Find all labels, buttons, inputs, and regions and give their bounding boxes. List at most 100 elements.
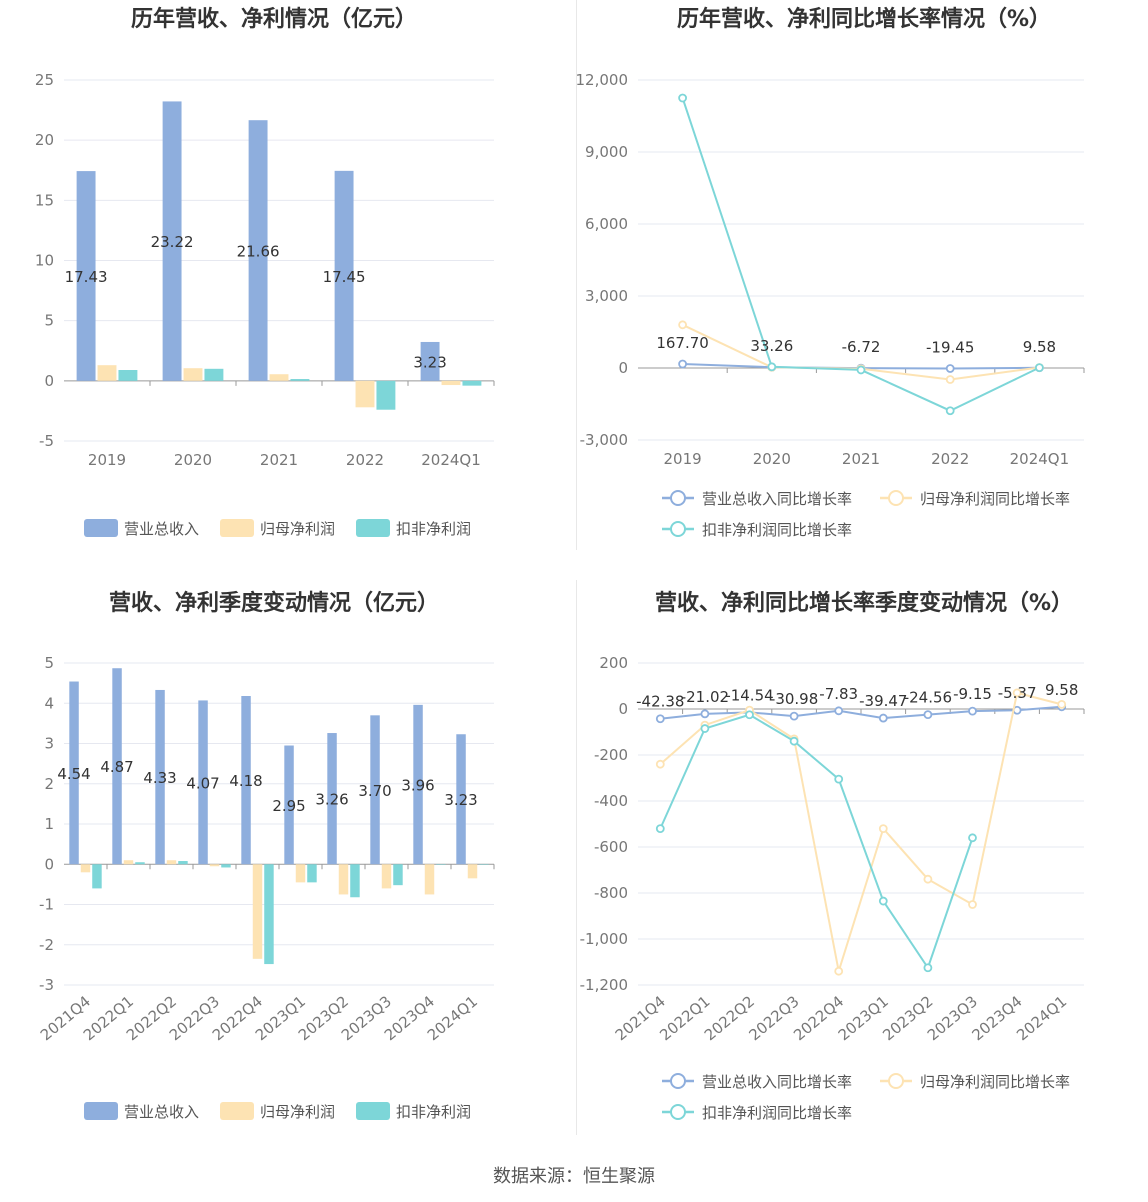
y-tick-label: -600: [594, 838, 628, 856]
series-point-2: [968, 833, 977, 843]
chart-panel-quarterly-amounts: 营收、净利季度变动情况（亿元） 5 4 3 2 1 0 -1 -2 -3 2021Q4 2022Q1 2…: [0, 585, 574, 1170]
chart-title: 营收、净利同比增长率季度变动情况（%）: [655, 590, 1073, 616]
series-line-0: [660, 705, 1062, 720]
revenue-data-label: 21.66: [237, 243, 280, 261]
revenue-data-label: 23.22: [151, 233, 194, 251]
series-point-2: [745, 710, 754, 720]
bar-parent-profit: [467, 864, 478, 879]
y-tick-label: 200: [599, 654, 628, 672]
legend-swatch: [84, 519, 118, 537]
revenue-growth-label: -39.47: [859, 692, 907, 710]
bar-nonrecurring-profit: [178, 861, 188, 865]
series-point-1: [1057, 700, 1067, 709]
revenue-growth-label: -19.45: [926, 338, 974, 356]
bar-revenue: [198, 700, 208, 865]
x-tick-label: 2020: [753, 450, 791, 468]
y-tick-label: 5: [44, 654, 54, 672]
legend-marker: [670, 521, 686, 537]
bar-revenue: [155, 689, 165, 865]
y-tick-label: 0: [618, 359, 628, 377]
series-point-0: [878, 713, 888, 723]
x-tick-label: 2021: [260, 451, 298, 469]
y-tick-label: 4: [44, 694, 54, 712]
bar-nonrecurring-profit: [264, 864, 274, 965]
series-point-2: [923, 963, 933, 973]
y-tick-label: -800: [594, 884, 628, 902]
revenue-data-label: 3.96: [401, 777, 434, 795]
revenue-growth-label: -24.56: [904, 689, 952, 707]
y-tick-label: -200: [594, 746, 628, 764]
revenue-growth-label: -5.37: [998, 684, 1037, 702]
series-point-0: [789, 711, 799, 721]
series-point-2: [856, 365, 866, 375]
series-point-0: [945, 364, 955, 373]
bar-revenue: [327, 733, 337, 865]
legend-swatch: [356, 519, 390, 537]
bar-nonrecurring-profit: [376, 380, 396, 410]
revenue-data-label: 3.23: [444, 791, 477, 809]
series-point-1: [878, 824, 888, 834]
y-tick-label: -2: [39, 936, 54, 954]
chart-panel-annual-amounts: 历年营收、净利情况（亿元） 25 20 15 10 5 0 -5 2019 2020 2021 202…: [0, 0, 574, 585]
bar-nonrecurring-profit: [290, 379, 310, 381]
y-tick-label: -1: [39, 896, 54, 914]
series-point-1: [968, 900, 977, 909]
legend-marker: [888, 490, 904, 506]
series-point-2: [700, 724, 710, 733]
revenue-data-label: 17.45: [323, 268, 366, 286]
bar-parent-profit: [166, 860, 177, 865]
legend-swatch: [84, 1102, 118, 1120]
bar-revenue: [112, 668, 122, 865]
annual-growth-chart: 历年营收、净利同比增长率情况（%） 12,000 9,000 6,000 3,000 0 -…: [576, 6, 1085, 539]
bar-revenue: [248, 120, 268, 381]
revenue-growth-label: -7.83: [819, 685, 858, 703]
y-tick-label: 12,000: [576, 71, 629, 89]
series-point-0: [834, 706, 844, 716]
revenue-data-label: 3.26: [315, 791, 348, 809]
bar-parent-profit: [355, 380, 375, 408]
x-tick-label: 2024Q1: [1013, 992, 1070, 1044]
y-tick-label: 3,000: [585, 287, 628, 305]
series-point-1: [945, 375, 955, 384]
bar-nonrecurring-profit: [118, 370, 138, 381]
legend-label: 营业总收入: [124, 1103, 199, 1121]
y-tick-label: -1,200: [580, 976, 628, 994]
legend-label: 归母净利润同比增长率: [920, 1073, 1070, 1091]
revenue-data-label: 4.33: [143, 769, 176, 787]
revenue-data-label: 17.43: [65, 268, 108, 286]
chart-panel-annual-growth: 历年营收、净利同比增长率情况（%） 12,000 9,000 6,000 3,000 0 -…: [574, 0, 1148, 585]
revenue-data-label: 2.95: [272, 797, 305, 815]
vertical-divider-top: [576, 0, 577, 550]
legend-marker: [670, 1104, 686, 1120]
bar-revenue: [370, 715, 380, 865]
bar-nonrecurring-profit: [221, 864, 231, 868]
revenue-growth-label: -30.98: [770, 690, 818, 708]
revenue-growth-label: 9.58: [1023, 338, 1056, 356]
revenue-data-label: 4.07: [186, 774, 219, 792]
bar-parent-profit: [441, 380, 461, 386]
bar-nonrecurring-profit: [393, 864, 403, 886]
y-tick-label: 2: [44, 775, 54, 793]
bar-nonrecurring-profit: [479, 864, 489, 865]
series-line-2: [659, 713, 974, 970]
data-source-note: 数据来源：恒生聚源: [493, 1166, 655, 1187]
chart-title: 历年营收、净利同比增长率情况（%）: [677, 6, 1051, 32]
series-point-0: [655, 714, 665, 724]
legend-label: 扣非净利润同比增长率: [702, 1104, 852, 1122]
bar-revenue: [334, 170, 354, 381]
revenue-growth-label: -21.02: [681, 688, 729, 706]
series-point-0: [678, 359, 687, 369]
series-point-2: [789, 736, 799, 746]
y-tick-label: 15: [35, 191, 54, 209]
series-line-1: [659, 691, 1062, 972]
series-point-1: [1012, 688, 1022, 698]
series-point-2: [655, 824, 665, 834]
series-point-2: [945, 406, 955, 416]
bar-revenue: [162, 101, 182, 381]
bar-parent-profit: [123, 860, 134, 865]
legend-label: 归母净利润: [260, 1103, 335, 1121]
revenue-growth-label: -9.15: [953, 685, 992, 703]
series-point-2: [834, 774, 844, 784]
x-tick-label: 2022: [346, 451, 384, 469]
series-point-2: [878, 896, 888, 906]
